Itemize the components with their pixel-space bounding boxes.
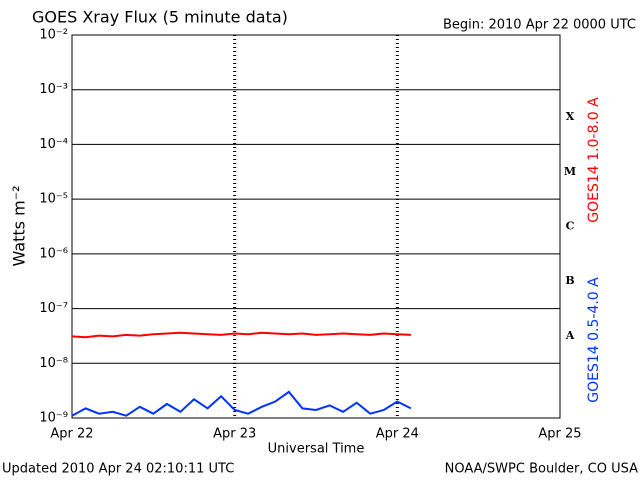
series-line: [71, 331, 411, 339]
plot-frame: [71, 34, 561, 419]
series-line: [71, 390, 412, 417]
legend-entry: GOES14 1.0-8.0 A: [586, 97, 602, 223]
y-tick-label: 10⁻³: [39, 82, 68, 97]
flare-class-label: M: [564, 165, 576, 178]
y-tick-label: 10⁻⁴: [39, 137, 68, 152]
y-tick-label: 10⁻²: [39, 28, 68, 43]
x-tick-label: Apr 22: [50, 427, 93, 442]
flare-class-label: A: [565, 329, 575, 342]
y-axis-label: Watts m⁻²: [10, 185, 29, 266]
y-tick-label: 10⁻⁷: [39, 301, 68, 316]
flare-class-label: X: [566, 110, 575, 123]
x-tick-label: Apr 25: [538, 427, 581, 442]
flare-class-label: C: [566, 220, 575, 233]
y-tick-label: 10⁻⁹: [39, 411, 68, 426]
x-tick-label: Apr 24: [376, 427, 419, 442]
footer-right: NOAA/SWPC Boulder, CO USA: [445, 462, 638, 477]
chart-subtitle: Begin: 2010 Apr 22 0000 UTC: [443, 18, 636, 33]
y-tick-label: 10⁻⁸: [39, 356, 68, 371]
x-tick-label: Apr 23: [213, 427, 256, 442]
y-tick-label: 10⁻⁶: [39, 246, 68, 261]
y-tick-label: 10⁻⁵: [39, 192, 68, 207]
legend-entry: GOES14 0.5-4.0 A: [586, 277, 602, 403]
footer-left: Updated 2010 Apr 24 02:10:11 UTC: [2, 462, 234, 477]
chart-title: GOES Xray Flux (5 minute data): [32, 8, 288, 27]
flare-class-label: B: [565, 274, 574, 287]
x-axis-label: Universal Time: [268, 442, 365, 457]
